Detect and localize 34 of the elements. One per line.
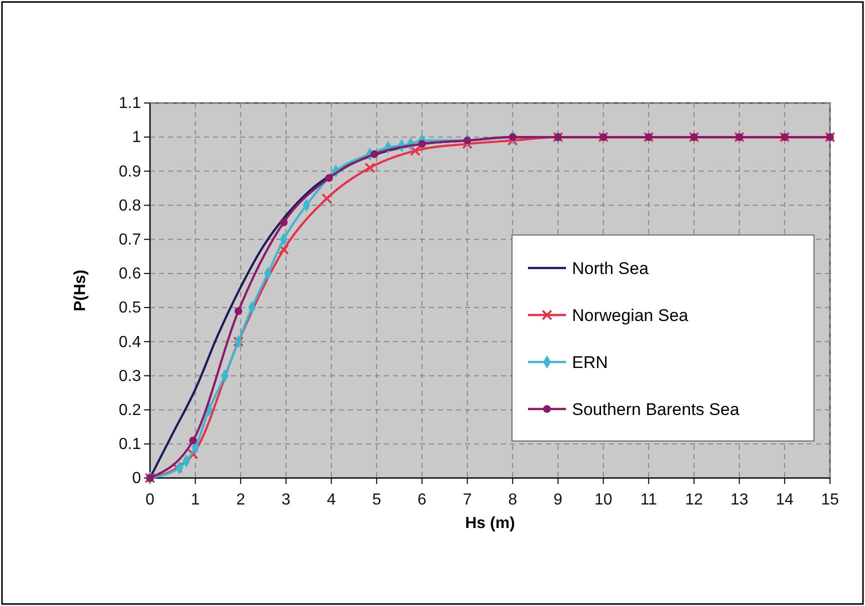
x-tick-label: 10 (594, 492, 612, 509)
y-tick-label: 0.4 (118, 334, 142, 351)
x-tick-label: 11 (640, 492, 658, 509)
y-tick-label: 0.6 (118, 266, 142, 283)
x-tick-label: 3 (282, 492, 291, 509)
y-tick-label: 1 (132, 129, 142, 146)
x-tick-label: 14 (776, 492, 794, 509)
legend-label: North Sea (572, 259, 650, 278)
x-tick-label: 12 (685, 492, 703, 509)
y-tick-label: 0.1 (118, 436, 142, 454)
x-tick-label: 2 (236, 492, 246, 509)
y-axis-title: P(Hs) (72, 270, 89, 312)
legend-label: ERN (572, 353, 608, 372)
y-tick-label: 1.1 (118, 95, 142, 112)
x-tick-label: 0 (146, 492, 155, 509)
x-tick-label: 1 (190, 492, 200, 509)
legend-label: Southern Barents Sea (572, 400, 740, 419)
x-tick-label: 4 (326, 492, 336, 509)
x-axis-title: Hs (m) (465, 515, 515, 532)
x-tick-label: 15 (821, 492, 839, 509)
x-tick-label: 6 (418, 492, 427, 509)
x-tick-label: 13 (730, 492, 748, 509)
y-tick-label: 0.8 (118, 197, 142, 214)
legend-label: Norwegian Sea (572, 306, 689, 325)
x-tick-label: 8 (508, 492, 518, 509)
x-tick-label: 5 (372, 492, 382, 509)
y-tick-label: 0.2 (118, 402, 142, 419)
y-tick-label: 0.7 (118, 231, 142, 248)
y-tick-label: 0 (132, 470, 142, 488)
x-tick-label: 7 (462, 492, 472, 509)
x-tick-label: 9 (554, 492, 563, 509)
y-tick-label: 0.3 (118, 368, 142, 385)
y-tick-label: 0.5 (118, 300, 142, 317)
y-tick-label: 0.9 (118, 163, 142, 180)
